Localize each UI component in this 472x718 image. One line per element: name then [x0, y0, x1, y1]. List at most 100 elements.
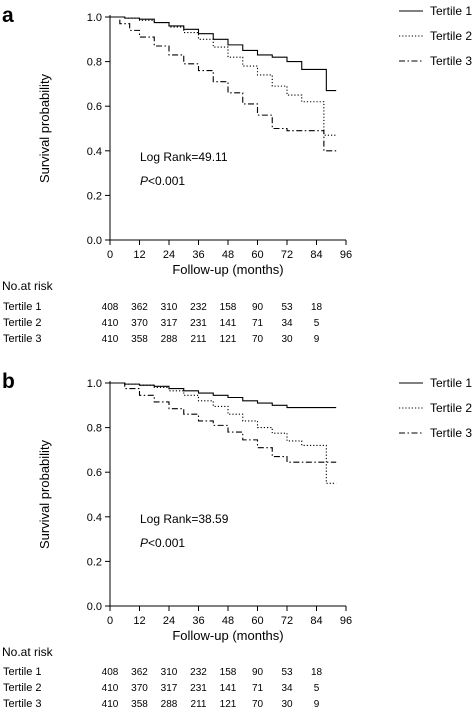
legend-label: Tertile 1: [430, 4, 472, 18]
legend-label: Tertile 2: [430, 29, 472, 43]
y-tick-label: 0.2: [87, 190, 102, 202]
risk-count: 71: [252, 683, 264, 694]
x-tick-label: 72: [281, 615, 293, 627]
y-tick-label: 0.0: [87, 601, 102, 613]
y-tick-label: 0.4: [87, 146, 102, 158]
x-tick-label: 12: [133, 615, 145, 627]
p-value-annotation: P<0.001: [140, 174, 185, 188]
x-tick-label: 24: [163, 249, 175, 261]
risk-count: 5: [314, 683, 320, 694]
x-axis-title: Follow-up (months): [172, 628, 283, 643]
risk-count: 358: [131, 699, 148, 710]
risk-count: 231: [190, 683, 207, 694]
x-tick-label: 36: [192, 249, 204, 261]
series-line-tertile-2: [110, 382, 337, 484]
risk-count: 410: [102, 318, 119, 329]
x-tick-label: 84: [310, 615, 322, 627]
risk-count: 317: [161, 318, 178, 329]
risk-count: 358: [131, 334, 148, 345]
risk-row-label: Tertile 2: [3, 317, 42, 329]
risk-row-label: Tertile 3: [3, 698, 42, 710]
risk-count: 211: [191, 334, 207, 345]
p-value-annotation: P<0.001: [140, 536, 185, 550]
p-value-text: <0.001: [148, 174, 185, 188]
series-line-tertile-3: [110, 16, 337, 152]
risk-count: 121: [220, 334, 237, 345]
risk-count: 288: [161, 334, 178, 345]
risk-row-label: Tertile 1: [3, 666, 42, 678]
legend-label: Tertile 3: [430, 426, 472, 440]
x-tick-label: 84: [310, 249, 322, 261]
y-tick-label: 0.8: [87, 423, 102, 435]
y-axis-title: Survival probability: [37, 73, 52, 183]
legend-label: Tertile 1: [430, 376, 472, 390]
legend-label: Tertile 3: [430, 54, 472, 68]
risk-count: 310: [161, 302, 178, 313]
y-tick-label: 0.6: [87, 467, 102, 479]
y-tick-label: 0.0: [87, 235, 102, 247]
y-tick-label: 0.4: [87, 512, 102, 524]
p-value-symbol: P: [140, 174, 148, 188]
y-tick-label: 1.0: [87, 12, 102, 24]
risk-count: 141: [220, 318, 237, 329]
risk-count: 310: [161, 667, 178, 678]
risk-row-label: Tertile 3: [3, 333, 42, 345]
x-tick-label: 48: [222, 249, 234, 261]
risk-count: 30: [281, 699, 293, 710]
risk-count: 370: [131, 683, 148, 694]
log-rank-annotation: Log Rank=49.11: [140, 150, 228, 164]
risk-count: 410: [102, 699, 119, 710]
x-tick-label: 96: [340, 249, 352, 261]
risk-count: 9: [314, 334, 320, 345]
x-tick-label: 48: [222, 615, 234, 627]
risk-count: 408: [102, 302, 119, 313]
x-tick-label: 72: [281, 249, 293, 261]
risk-count: 18: [311, 667, 323, 678]
risk-count: 18: [311, 302, 323, 313]
risk-count: 34: [281, 318, 293, 329]
risk-count: 70: [252, 334, 264, 345]
series-line-tertile-1: [110, 16, 337, 92]
risk-count: 410: [102, 683, 119, 694]
risk-count: 90: [252, 302, 264, 313]
y-tick-label: 1.0: [87, 378, 102, 390]
x-tick-label: 0: [107, 249, 113, 261]
risk-count: 53: [281, 667, 293, 678]
x-tick-label: 0: [107, 615, 113, 627]
x-tick-label: 24: [163, 615, 175, 627]
series-line-tertile-3: [110, 382, 337, 463]
y-tick-label: 0.2: [87, 556, 102, 568]
risk-count: 410: [102, 334, 119, 345]
y-tick-label: 0.8: [87, 57, 102, 69]
risk-count: 317: [161, 683, 178, 694]
y-tick-label: 0.6: [87, 101, 102, 113]
panel-b: b 0.0 0.2 0.4 0.6 0.8 1.0 0 12 24 36 48 60 72 84 96 Foll…: [2, 370, 472, 710]
risk-count: 5: [314, 318, 320, 329]
risk-count: 288: [161, 699, 178, 710]
risk-table-title: No.at risk: [2, 279, 54, 293]
risk-table-title: No.at risk: [2, 645, 54, 659]
p-value-text: <0.001: [148, 536, 185, 550]
x-tick-label: 96: [340, 615, 352, 627]
risk-count: 362: [131, 302, 148, 313]
risk-count: 362: [131, 667, 148, 678]
risk-count: 121: [220, 699, 237, 710]
risk-count: 70: [252, 699, 264, 710]
risk-count: 90: [252, 667, 264, 678]
series-line-tertile-2: [110, 16, 337, 136]
risk-count: 370: [131, 318, 148, 329]
y-axis-title: Survival probability: [37, 439, 52, 549]
risk-count: 158: [220, 667, 237, 678]
x-tick-label: 36: [192, 615, 204, 627]
risk-count: 30: [281, 334, 293, 345]
x-tick-label: 60: [251, 615, 263, 627]
p-value-symbol: P: [140, 536, 148, 550]
risk-count: 158: [220, 302, 237, 313]
risk-count: 141: [220, 683, 237, 694]
risk-count: 232: [190, 302, 207, 313]
x-tick-label: 60: [251, 249, 263, 261]
panel-letter: b: [2, 370, 15, 393]
risk-count: 9: [314, 699, 320, 710]
log-rank-annotation: Log Rank=38.59: [140, 512, 229, 526]
